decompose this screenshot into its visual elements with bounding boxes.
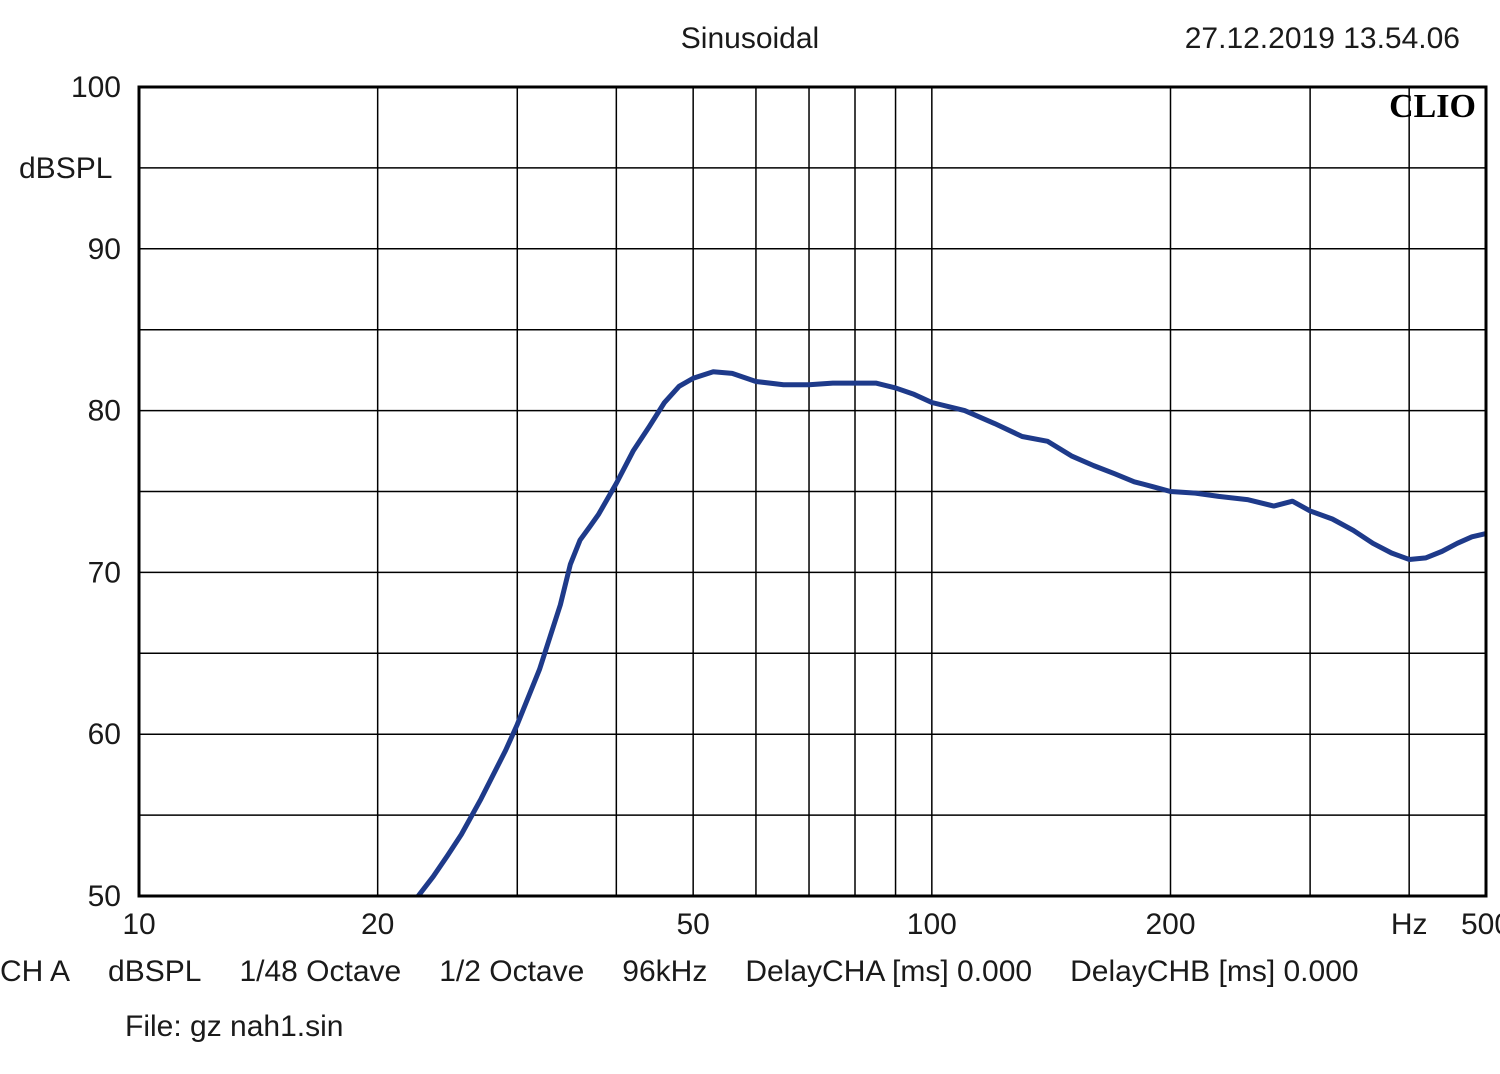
status-segment: DelayCHA [ms] 0.000 xyxy=(745,955,1032,989)
x-tick-label: Hz xyxy=(1391,908,1428,941)
x-tick-label: 50 xyxy=(676,908,709,941)
status-segment: 1/48 Octave xyxy=(239,955,401,989)
clio-watermark: CLIO xyxy=(1389,88,1476,125)
y-tick-label: 50 xyxy=(88,880,121,913)
y-tick-label: 70 xyxy=(88,556,121,589)
status-bar: CH A dBSPL 1/48 Octave 1/2 Octave 96kHz Delay… xyxy=(0,955,1500,989)
x-tick-label: 100 xyxy=(907,908,957,941)
measurement-chart: Sinusoidal 27.12.2019 13.54.06 506070809… xyxy=(0,0,1500,1074)
x-tick-label: 20 xyxy=(361,908,394,941)
status-segment: CH A xyxy=(0,955,70,989)
file-label: File: gz nah1.sin xyxy=(125,1010,343,1044)
y-tick-label: 60 xyxy=(88,718,121,751)
y-tick-label: 100 xyxy=(71,71,121,104)
y-tick-label: 90 xyxy=(88,233,121,266)
x-tick-label: 10 xyxy=(122,908,155,941)
y-axis-unit: dBSPL xyxy=(19,152,112,185)
x-tick-label: 200 xyxy=(1145,908,1195,941)
status-segment: dBSPL xyxy=(108,955,201,989)
status-segment: DelayCHB [ms] 0.000 xyxy=(1070,955,1358,989)
frequency-response-plot: 50 60 70 80 90 100 dBSPL 10 20 50 100 200 Hz 500 CLIO xyxy=(0,0,1500,950)
x-tick-label: 500 xyxy=(1461,908,1500,941)
status-segment: 1/2 Octave xyxy=(439,955,584,989)
y-tick-label: 80 xyxy=(88,395,121,428)
status-segment: 96kHz xyxy=(622,955,707,989)
